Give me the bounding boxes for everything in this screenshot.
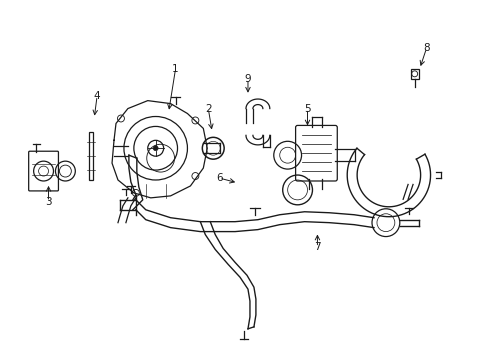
Text: 4: 4 — [94, 91, 100, 101]
Bar — [410, 69, 418, 79]
Circle shape — [153, 146, 158, 151]
Text: 5: 5 — [304, 104, 310, 113]
Text: 8: 8 — [423, 43, 429, 53]
Bar — [89, 132, 93, 180]
Text: 7: 7 — [313, 243, 320, 252]
Text: 9: 9 — [244, 74, 251, 84]
Text: 6: 6 — [215, 173, 222, 183]
Text: 1: 1 — [172, 64, 179, 74]
Text: 2: 2 — [204, 104, 211, 113]
Text: 3: 3 — [45, 197, 52, 207]
